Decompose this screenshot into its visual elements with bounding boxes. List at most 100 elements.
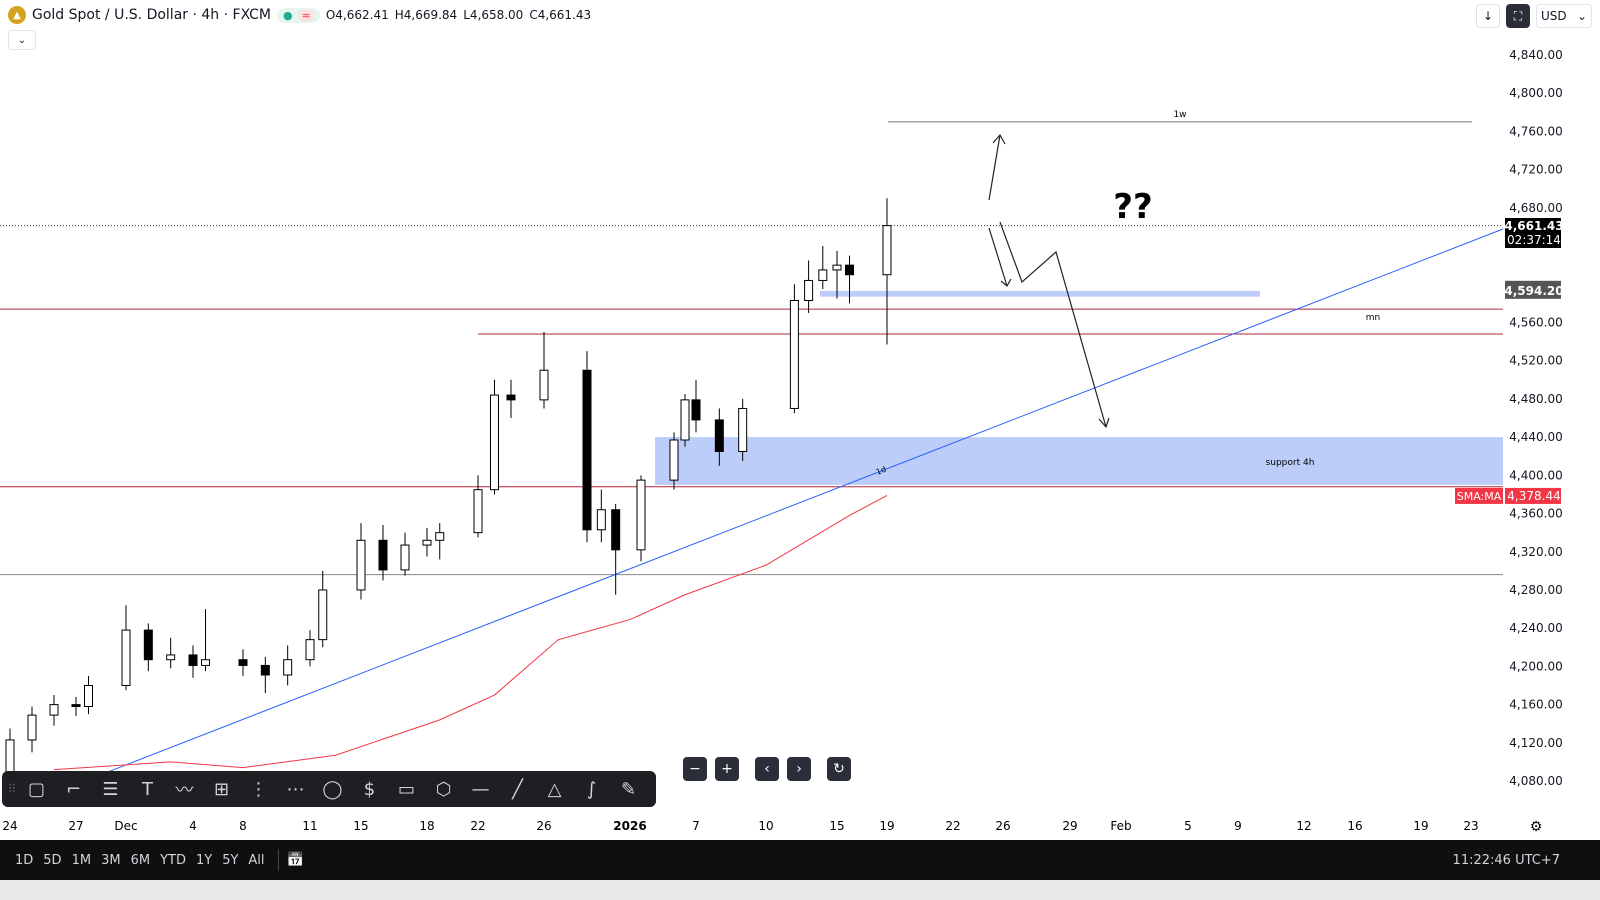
time-tick-label: Dec <box>114 819 137 833</box>
arrowhead[interactable] <box>992 133 1006 145</box>
time-tick-label: 15 <box>829 819 844 833</box>
ellipse-icon[interactable]: ⬡ <box>435 778 452 800</box>
candle <box>422 539 432 546</box>
candle <box>71 704 81 708</box>
candle <box>260 664 270 676</box>
price-tick-label: 4,200.00 <box>1509 659 1562 673</box>
candle <box>539 369 549 401</box>
time-tick-label: 5 <box>1184 819 1192 833</box>
price-tick-label: 4,760.00 <box>1509 124 1562 138</box>
zoom-out-button[interactable]: − <box>683 757 707 781</box>
shape-icon[interactable]: ◯ <box>322 778 343 800</box>
candle <box>188 654 198 666</box>
support-zone-label: support 4h <box>1266 458 1315 468</box>
price-tick-label: 4,400.00 <box>1509 468 1562 482</box>
divider <box>277 849 279 871</box>
fib-retracement-icon[interactable]: ⋮ <box>249 778 268 800</box>
curve-icon[interactable]: ∫ <box>586 778 597 800</box>
price-tick-label: 4,720.00 <box>1509 163 1562 177</box>
currency-label: USD <box>1541 9 1567 23</box>
price-tick-label: 4,160.00 <box>1509 698 1562 712</box>
fib-extension-icon[interactable]: ⋯ <box>286 778 305 800</box>
price-tick-label: 4,280.00 <box>1509 583 1562 597</box>
callout-icon[interactable]: ⌐ <box>65 778 82 800</box>
long-position-icon[interactable]: ⊞ <box>213 778 230 800</box>
time-tick-label: 7 <box>692 819 700 833</box>
fullscreen-icon[interactable]: ⛶ <box>1506 4 1530 28</box>
open-value: O4,662.41 <box>325 8 389 22</box>
candle <box>596 509 606 531</box>
arrow-down-short[interactable] <box>988 227 1008 287</box>
small-zone[interactable] <box>820 290 1260 297</box>
sma-value-tag-bg <box>1505 487 1561 504</box>
question-marks: ?? <box>1113 187 1152 227</box>
monthly-label: mn <box>1366 313 1380 323</box>
candle <box>400 544 410 571</box>
symbol-title[interactable]: Gold Spot / U.S. Dollar · 4h · FXCM <box>32 7 271 23</box>
arrowhead[interactable] <box>1098 417 1110 429</box>
candle <box>356 539 366 591</box>
reset-chart-button[interactable]: ↻ <box>827 757 851 781</box>
range-5d[interactable]: 5D <box>43 852 62 868</box>
gold-coin-icon: ▲ <box>8 6 26 24</box>
price-tick-label: 4,800.00 <box>1509 86 1562 100</box>
arrow-up[interactable] <box>988 134 1001 201</box>
projection-path[interactable] <box>999 221 1107 428</box>
candle <box>804 279 814 302</box>
range-1m[interactable]: 1M <box>71 852 92 868</box>
candle <box>714 419 724 452</box>
range-3m[interactable]: 3M <box>101 852 121 868</box>
time-tick-label: 19 <box>879 819 894 833</box>
arrowhead[interactable] <box>1000 278 1012 287</box>
path-icon[interactable]: 〰 <box>175 780 194 801</box>
candle <box>27 714 37 741</box>
range-6m[interactable]: 6M <box>130 852 151 868</box>
daily-trend-label: 1d <box>875 465 888 477</box>
zoom-in-button[interactable]: + <box>715 757 739 781</box>
range-ytd[interactable]: YTD <box>160 852 186 868</box>
currency-select[interactable]: USD ⌄ <box>1536 4 1592 28</box>
price-chart[interactable]: support 4h 1w mn 1d?? 4,840.00 4,800.00 4,760.… <box>0 0 1600 840</box>
scroll-right-button[interactable]: › <box>787 757 811 781</box>
candle <box>378 539 388 571</box>
calendar-icon[interactable]: 📅 <box>286 852 304 868</box>
price-tick-label: 4,120.00 <box>1509 736 1562 750</box>
price-label-icon[interactable]: $ <box>363 778 376 800</box>
trend-line-icon[interactable]: ╱ <box>512 778 523 800</box>
time-tick-label: 15 <box>353 819 368 833</box>
comment-icon[interactable]: ▭ <box>397 778 415 800</box>
time-tick-label: 2026 <box>613 819 646 833</box>
range-all[interactable]: All <box>248 852 265 868</box>
drag-handle-icon[interactable]: ⠿ <box>7 782 17 796</box>
triangle-icon[interactable]: △ <box>547 778 562 800</box>
text-icon[interactable]: T <box>142 778 153 800</box>
horizontal-ray-icon[interactable]: — <box>471 778 490 800</box>
clock[interactable]: 11:22:46 UTC+7 <box>1452 852 1560 868</box>
candle <box>121 629 131 686</box>
close-value: C4,661.43 <box>529 8 592 22</box>
drawing-toolbar: ⠿ ▢ ⌐ ☰ T 〰 ⊞ ⋮ ⋯ ◯ $ ▭ ⬡ — ╱ △ ∫ ✎ <box>2 771 656 807</box>
bar-countdown: 02:37:14 <box>1507 233 1561 247</box>
trend-line[interactable] <box>99 228 1504 776</box>
candle <box>680 399 690 441</box>
candle <box>435 532 445 541</box>
collapse-legend-button[interactable]: ⌄ <box>8 30 36 50</box>
brush-icon[interactable]: ✎ <box>620 778 637 800</box>
scroll-left-button[interactable]: ‹ <box>755 757 779 781</box>
price-tick-label: 4,520.00 <box>1509 354 1562 368</box>
settings-icon[interactable]: ⚙ <box>1530 819 1543 835</box>
time-tick-label: 9 <box>1234 819 1242 833</box>
market-status[interactable]: ● ≈ <box>277 7 320 23</box>
weekly-label: 1w <box>1173 110 1186 120</box>
candle <box>201 659 210 666</box>
download-icon[interactable]: ↓ <box>1476 4 1500 28</box>
range-1d[interactable]: 1D <box>15 852 34 868</box>
parallel-lines-icon[interactable]: ☰ <box>102 778 119 800</box>
price-tick-label: 4,840.00 <box>1509 48 1562 62</box>
rectangle-icon[interactable]: ▢ <box>27 778 45 800</box>
range-5y[interactable]: 5Y <box>222 852 239 868</box>
chart-navigation: − + ‹ › ↻ <box>683 757 851 781</box>
range-1y[interactable]: 1Y <box>195 852 213 868</box>
time-tick-label: 26 <box>536 819 551 833</box>
support-zone[interactable] <box>655 437 1503 485</box>
